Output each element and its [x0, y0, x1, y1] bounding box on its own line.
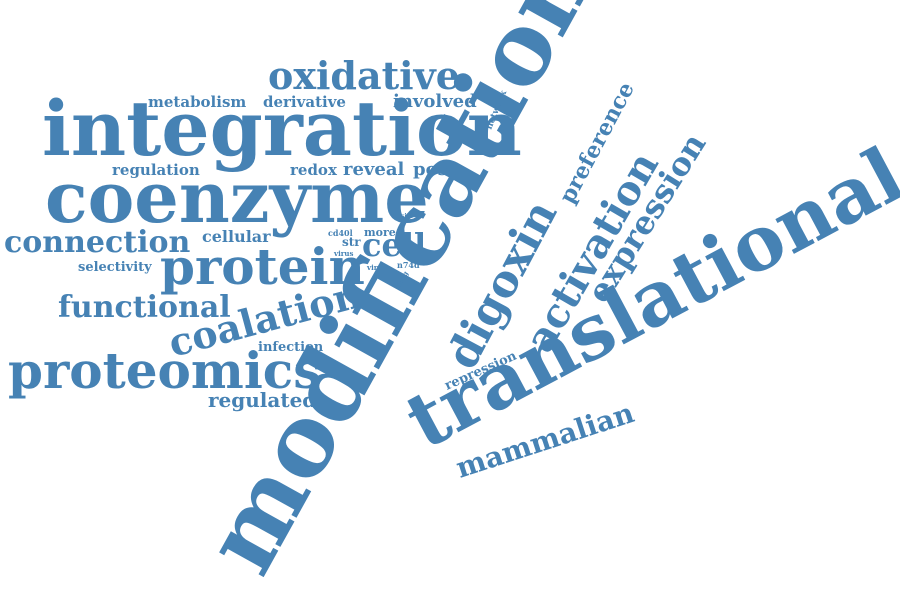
word-integration: integration: [42, 84, 522, 173]
word-metabolism: metabolism: [148, 93, 246, 111]
word-derivative: derivative: [263, 93, 346, 111]
word-functional: functional: [58, 290, 231, 325]
word-site: site: [401, 213, 413, 220]
word-cellular: cellular: [202, 227, 271, 246]
word-str: str: [342, 235, 361, 249]
word-post: post: [413, 159, 457, 180]
word-reveal: reveal: [343, 159, 405, 180]
word-protein: protein: [160, 237, 365, 296]
word-regulated: regulated: [208, 388, 316, 412]
word-redox: redox: [290, 161, 338, 179]
word-coenzyme: coenzyme: [45, 156, 429, 239]
word-connection: connection: [4, 225, 191, 260]
word-virus: virus: [333, 249, 354, 258]
word-infection: infection: [258, 340, 324, 355]
word-n74d: n74d: [397, 260, 420, 270]
word-cd40l: cd40l: [328, 228, 353, 238]
word-oxidative: oxidative: [268, 53, 460, 98]
word-proteomics: proteomics: [8, 341, 321, 400]
word-regulation: regulation: [112, 161, 200, 179]
word-viral: viral: [366, 263, 385, 272]
word-more: more: [364, 226, 396, 239]
word-involved: involved: [393, 91, 477, 112]
word-selectivity: selectivity: [78, 260, 152, 275]
word-cell: cell: [362, 226, 426, 264]
